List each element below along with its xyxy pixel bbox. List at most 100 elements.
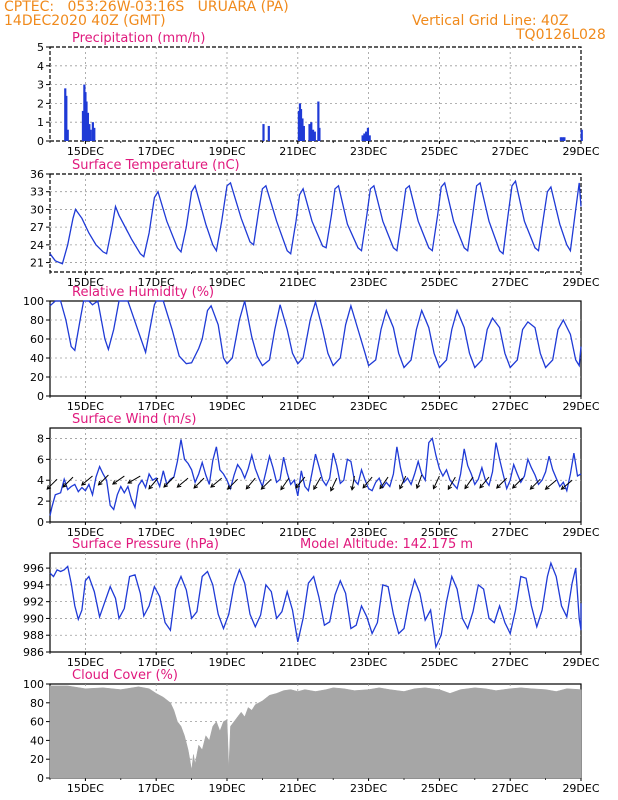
panel-cloud [46,683,582,781]
wind-arrow-shaft [98,474,109,486]
wind-arrow-head [148,484,153,490]
wind-arrow [350,475,355,491]
x-tick-label: 17DEC [138,400,175,413]
x-tick-label: 19DEC [208,656,245,669]
panel-title-rh: Relative Humidity (%) [72,285,214,300]
precip-bar [563,137,566,141]
wind-arrow-shaft [379,476,389,489]
precip-bar [311,129,315,141]
wind-arrow-head [330,486,335,492]
y-tick-label: 2 [37,495,44,508]
panel-frame-pres [49,552,582,653]
wind-arrow-shaft [362,476,373,489]
wind-arrow-shaft [416,474,423,489]
wind-arrow [432,475,440,490]
precip-bar [366,127,370,141]
y-tick-label: 100 [23,295,44,308]
wind-arrow-shaft [399,475,407,489]
wind-arrow-shaft [330,477,338,492]
x-tick-label: 17DEC [138,782,175,795]
y-tick-label: 992 [23,596,44,609]
wind-arrow-shaft [351,475,355,490]
wind-arrow [399,475,407,490]
wind-arrow-head [193,484,199,489]
y-tick-label: 80 [30,314,44,327]
wind-arrow-shaft [127,475,141,484]
x-tick-label: 19DEC [208,400,245,413]
y-tick-label: 20 [30,371,44,384]
precip-bar [267,125,270,141]
wind-arrow-shaft [227,478,238,490]
wind-arrow-head [97,480,103,486]
wind-arrow-head [496,484,501,489]
x-tick-label: 27DEC [492,400,529,413]
wind-arrow-shaft [177,477,189,488]
x-tick-label: 15DEC [67,656,104,669]
wind-arrow-head [560,485,566,490]
precip-bar [86,112,90,141]
x-tick-label: 25DEC [421,400,458,413]
precip-bar [313,131,316,141]
panel-title-wind: Surface Wind (m/s) [72,412,196,427]
wind-arrow [245,477,256,490]
wind-arrow [479,476,490,489]
x-tick-label: 23DEC [350,526,387,539]
y-tick-label: 100 [23,678,44,691]
wind-arrow-head [544,485,550,490]
wind-arrow [379,476,389,490]
header-date: 14DEC2020 40Z (GMT) [4,13,166,29]
wind-arrow [163,476,175,488]
x-tick-label: 27DEC [492,276,529,289]
wind-arrow-head [432,484,438,490]
y-tick-label: 986 [23,646,44,659]
y-tick-label: 40 [30,734,44,747]
wind-arrow-shaft [210,477,223,488]
x-tick-label: 15DEC [67,782,104,795]
x-tick-label: 21DEC [279,526,316,539]
x-tick-label: 29DEC [562,276,599,289]
series-line-temp [49,179,582,265]
x-tick-label: 21DEC [279,145,316,158]
precip-bar [91,122,94,141]
panel-title-pres: Surface Pressure (hPa) [72,537,219,552]
x-tick-label: 29DEC [562,656,599,669]
wind-arrow-head [210,483,215,488]
precip-bar [301,118,304,141]
wind-arrow-shaft [447,476,456,490]
wind-arrow-head [280,485,285,491]
y-tick-label: 0 [37,390,44,403]
wind-arrow-shaft [479,476,490,489]
panel-pres [46,552,582,655]
panel-title-cloud: Cloud Cover (%) [72,668,178,683]
y-tick-label: 3 [37,79,44,92]
y-tick-label: 80 [30,697,44,710]
wind-arrow-head [511,484,517,489]
precip-bar [89,129,92,141]
header-grid-note: Vertical Grid Line: 40Z [412,13,569,29]
wind-arrow [226,478,238,490]
wind-arrow-head [350,485,355,491]
wind-arrow-shaft [496,477,508,489]
y-tick-label: 40 [30,352,44,365]
wind-arrow-shaft [280,477,290,490]
wind-arrow-shaft [81,475,93,486]
wind-arrow [193,477,205,489]
cloud-cover-area [49,685,582,779]
precip-bar [318,127,321,141]
wind-arrow [464,476,474,490]
precip-bar [310,122,313,141]
y-tick-label: 6 [37,453,44,466]
precip-bar [561,137,564,141]
y-tick-label: 994 [23,579,44,592]
x-tick-label: 29DEC [562,782,599,795]
panel-extra-pres: Model Altitude: 142.175 m [300,537,473,552]
wind-arrow-shaft [433,475,440,489]
precip-bar [85,101,88,141]
y-tick-label: 8 [37,432,44,445]
wind-arrow-shaft [545,479,557,490]
precip-bar [88,124,91,141]
y-tick-label: 1 [37,116,44,129]
panel-title-temp: Surface Temperature (nC) [72,158,240,173]
y-tick-label: 30 [30,203,44,216]
y-tick-label: 988 [23,629,44,642]
